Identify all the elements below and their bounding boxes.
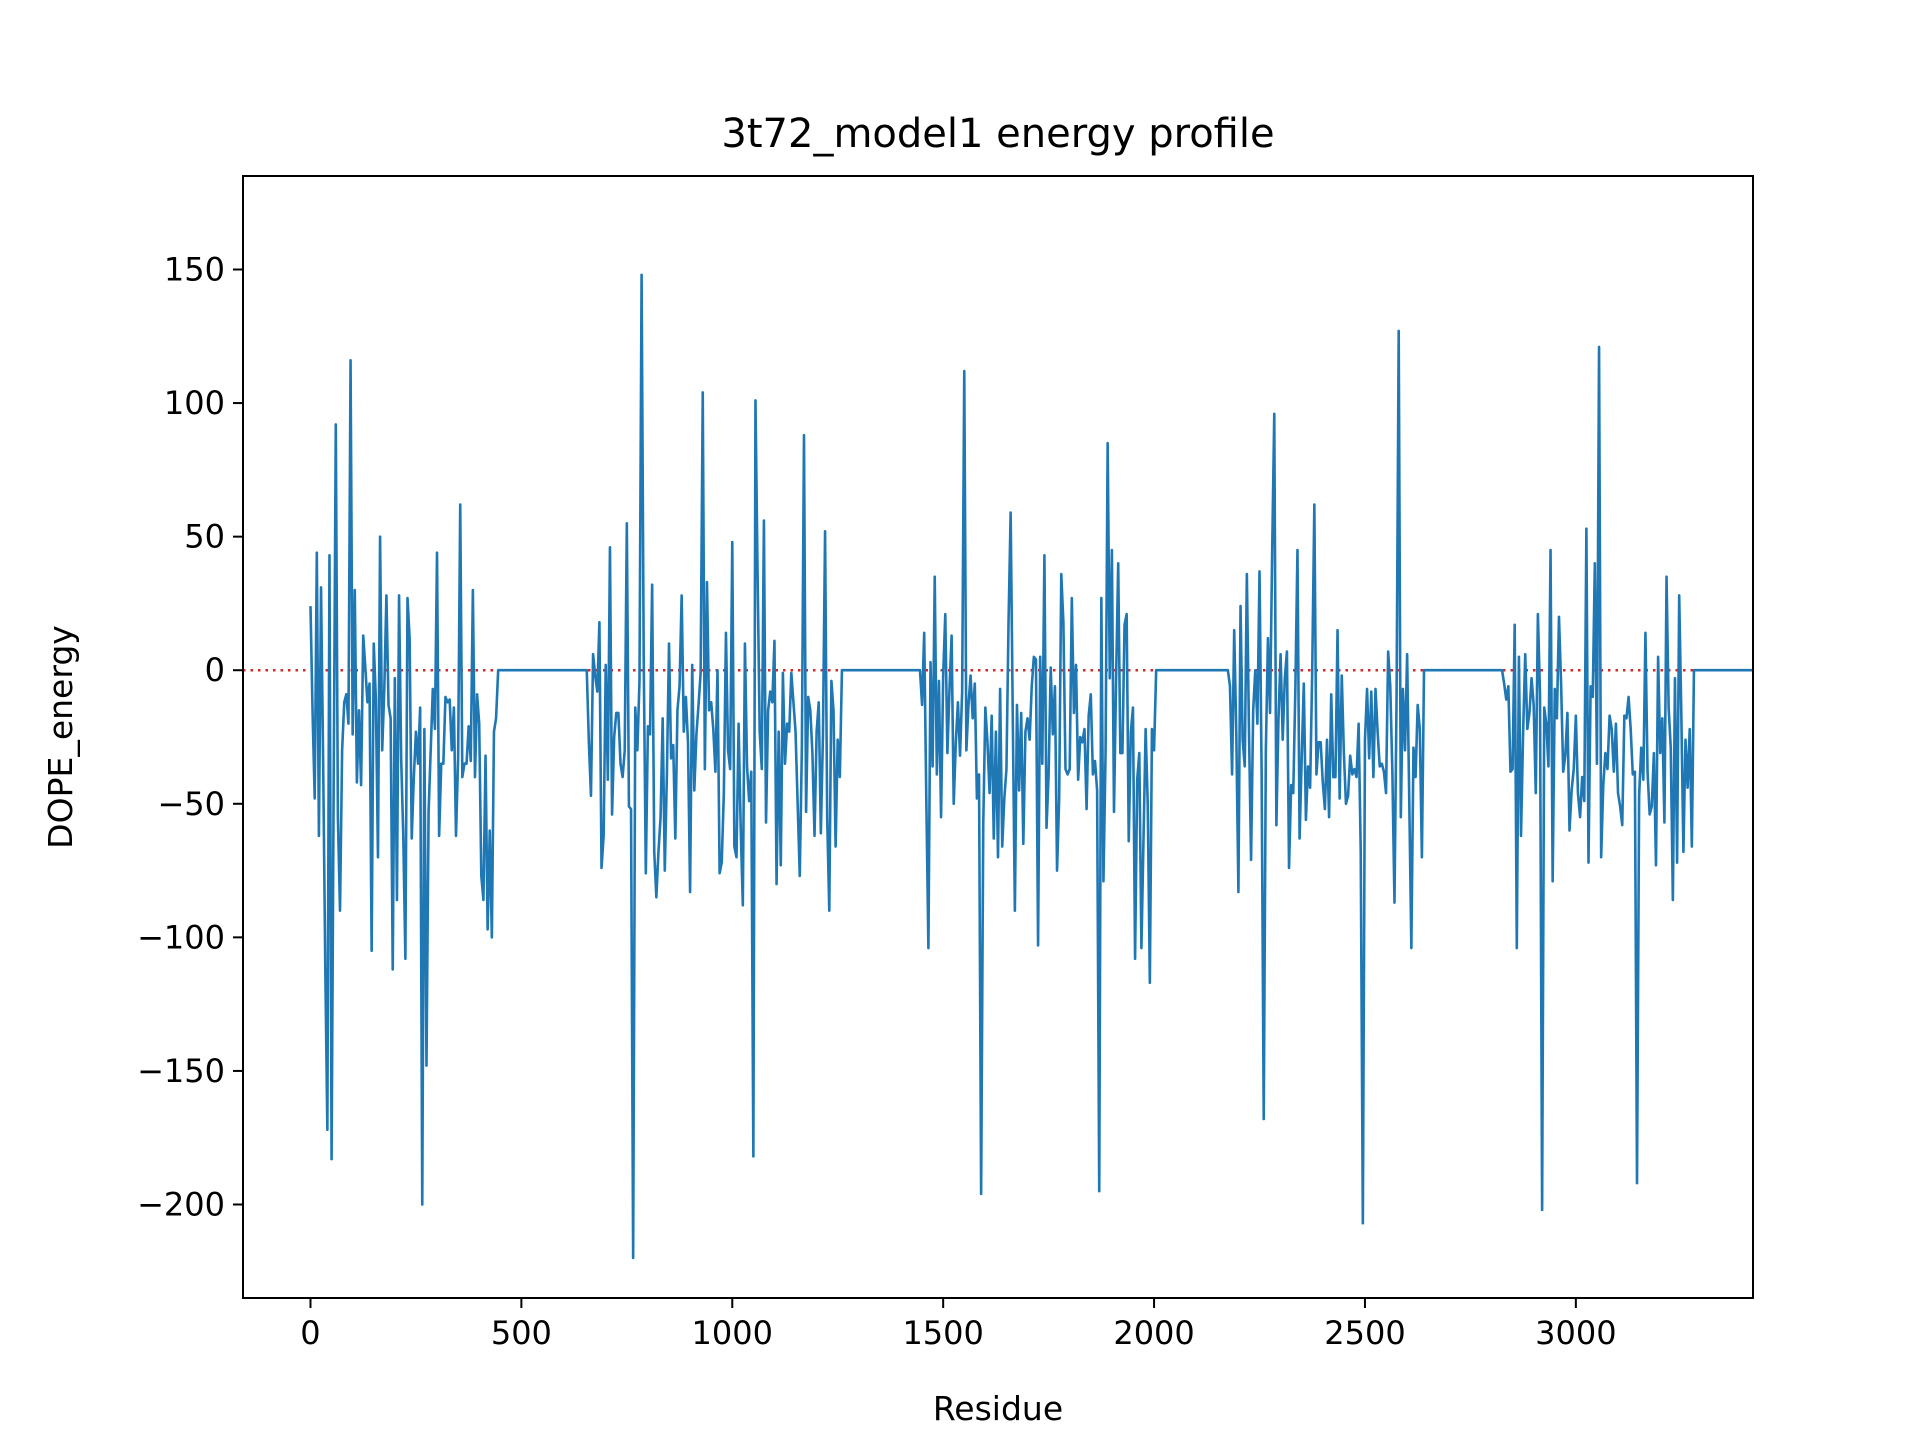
x-tick-label: 3000 [1535, 1314, 1616, 1352]
y-tick-label: 0 [205, 651, 225, 689]
y-tick-label: 50 [184, 518, 225, 556]
x-tick-label: 2500 [1324, 1314, 1405, 1352]
y-tick-label: −50 [157, 785, 225, 823]
series-line-dope-energy [309, 273, 1753, 1260]
y-tick-label: −150 [137, 1052, 225, 1090]
x-tick-label: 0 [300, 1314, 320, 1352]
plot-frame [242, 175, 1754, 1299]
chart-title: 3t72_model1 energy profile [721, 111, 1274, 157]
y-tick-label: −200 [137, 1186, 225, 1224]
x-tick-label: 500 [491, 1314, 552, 1352]
y-tick-label: 100 [164, 384, 225, 422]
y-tick-label: −100 [137, 918, 225, 956]
x-axis: 0 500 1000 1500 2000 2500 3000 [300, 1298, 1617, 1352]
y-tick-label: 150 [164, 251, 225, 289]
y-axis-label: DOPE_energy [41, 625, 80, 849]
x-axis-label: Residue [933, 1389, 1063, 1428]
x-tick-label: 1000 [692, 1314, 773, 1352]
x-tick-label: 2000 [1113, 1314, 1194, 1352]
x-tick-label: 1500 [902, 1314, 983, 1352]
y-axis: −200 −150 −100 −50 0 50 100 150 [137, 251, 243, 1224]
plot-area [243, 273, 1753, 1260]
